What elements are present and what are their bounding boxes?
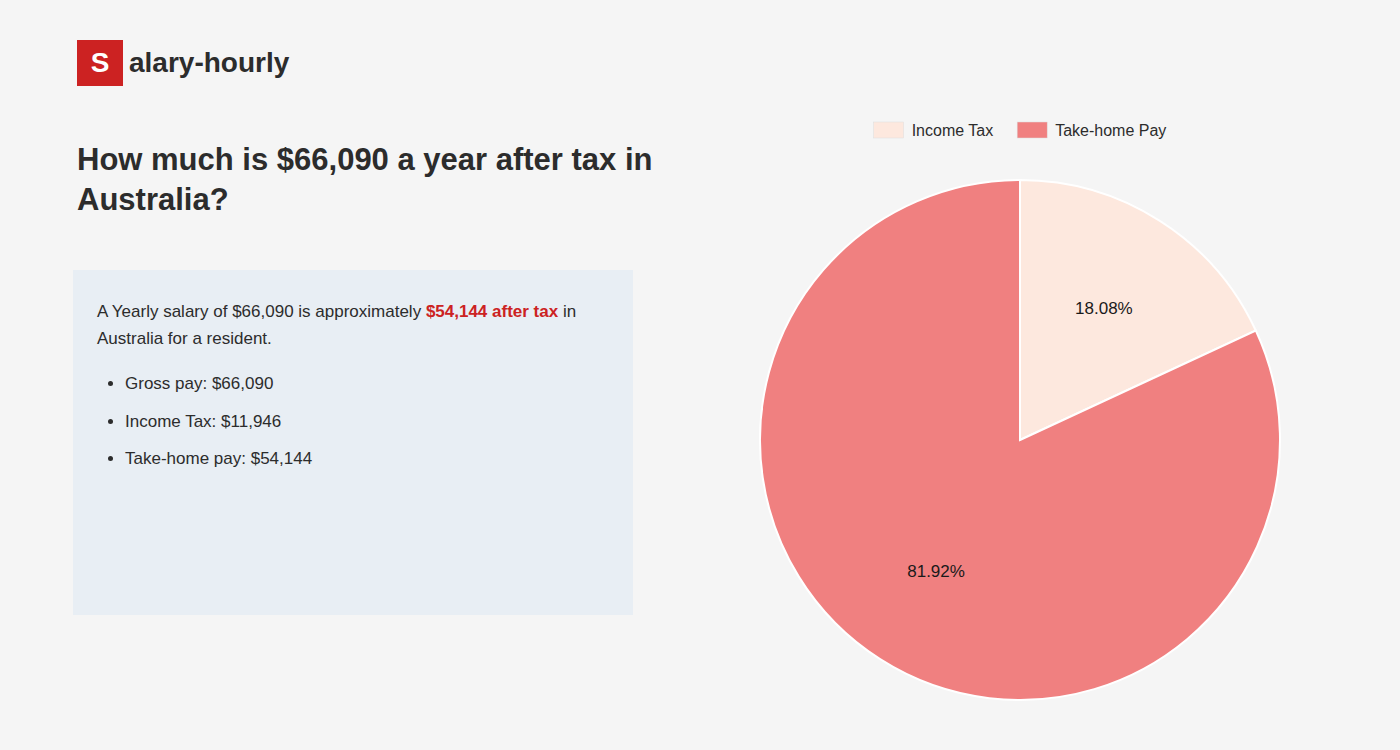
bullet-item: Gross pay: $66,090	[125, 370, 609, 397]
logo-text: alary-hourly	[129, 47, 289, 79]
bullet-item: Income Tax: $11,946	[125, 408, 609, 435]
paragraph-text: A Yearly salary of $66,090 is approximat…	[97, 302, 426, 321]
data-label: 18.08%	[1075, 299, 1133, 318]
legend-swatch	[1017, 122, 1047, 138]
paragraph-text: $54,144 after tax	[426, 302, 558, 321]
slice-labels: 18.08% 81.92%	[907, 299, 1133, 581]
legend: Income Tax Take-home Pay	[874, 122, 1167, 139]
logo: S alary-hourly	[77, 40, 289, 86]
paragraph-text: in	[558, 302, 576, 321]
info-box: A Yearly salary of $66,090 is approximat…	[73, 270, 633, 615]
pie-chart: 18.08% 81.92% Income Tax Take-home Pay	[700, 60, 1340, 730]
paragraph-text: Australia for a resident.	[97, 329, 272, 348]
legend-label: Income Tax	[912, 122, 994, 139]
bullet-item: Take-home pay: $54,144	[125, 445, 609, 472]
pie-slice	[760, 180, 1280, 700]
title-line: Australia?	[77, 180, 677, 220]
title: How much is $66,090 a year after tax inA…	[77, 140, 677, 221]
paragraph: A Yearly salary of $66,090 is approximat…	[97, 298, 609, 352]
data-label: 81.92%	[907, 562, 965, 581]
bullet-list: Gross pay: $66,090 Income Tax: $11,946 Tak…	[97, 370, 609, 472]
logo-box: S	[77, 40, 123, 86]
legend-swatch	[874, 122, 904, 138]
legend-label: Take-home Pay	[1055, 122, 1166, 139]
title-line: How much is $66,090 a year after tax in	[77, 140, 677, 180]
slices	[760, 180, 1280, 700]
